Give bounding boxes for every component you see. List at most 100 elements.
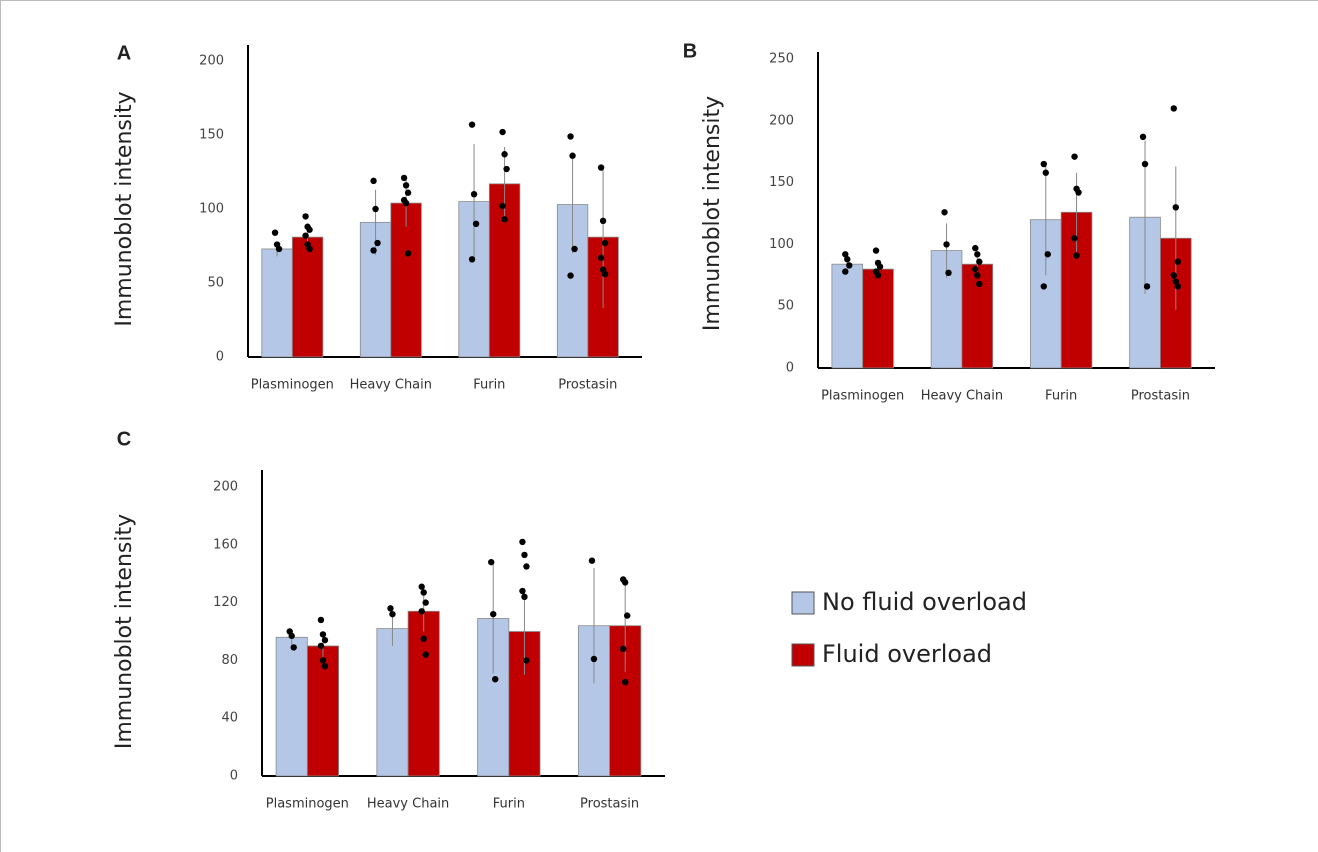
data-point	[501, 151, 508, 158]
data-point	[519, 587, 526, 595]
x-tick-label: Plasminogen	[821, 389, 904, 404]
data-point	[302, 213, 309, 220]
data-point	[319, 631, 327, 638]
data-point	[499, 128, 506, 136]
y-axis-label: Immunoblot intensity	[700, 96, 725, 331]
data-point	[404, 250, 412, 257]
data-point	[974, 272, 981, 279]
y-tick-label: 160	[213, 537, 238, 552]
x-tick-label: Furin	[473, 378, 505, 393]
bar	[261, 248, 293, 358]
data-point	[620, 645, 627, 653]
bar	[390, 202, 422, 358]
data-point	[976, 280, 983, 288]
data-point	[597, 254, 605, 262]
data-point	[588, 557, 596, 564]
bar	[961, 263, 994, 369]
data-point	[1172, 278, 1179, 285]
data-point	[523, 563, 530, 570]
data-point	[422, 599, 429, 606]
data-point	[842, 268, 849, 275]
data-point	[422, 651, 429, 658]
data-point	[1073, 252, 1080, 259]
data-point	[387, 605, 394, 612]
data-point	[1170, 105, 1177, 112]
data-point	[846, 262, 853, 269]
data-point	[521, 593, 528, 601]
y-tick-label: 0	[786, 361, 794, 376]
legend-label: Fluid overload	[822, 640, 992, 668]
data-point	[976, 258, 983, 265]
data-point	[567, 272, 574, 279]
data-point	[288, 632, 295, 640]
data-point	[418, 608, 425, 615]
data-point	[501, 216, 508, 223]
panel-label: A	[117, 42, 131, 64]
data-point	[319, 657, 327, 664]
data-point	[972, 265, 979, 273]
data-point	[372, 205, 379, 213]
y-tick-label: 200	[769, 113, 794, 128]
data-point	[321, 636, 329, 644]
data-point	[622, 579, 629, 586]
data-point	[402, 182, 410, 189]
data-point	[374, 239, 381, 247]
x-tick-label: Plasminogen	[266, 797, 349, 812]
data-point	[624, 612, 631, 619]
data-point	[972, 244, 979, 252]
y-tick-label: 100	[769, 237, 794, 252]
data-point	[1172, 204, 1179, 211]
data-point	[1044, 251, 1051, 258]
data-point	[523, 657, 530, 664]
data-point	[874, 272, 882, 279]
x-tick-label: Heavy Chain	[921, 389, 1003, 404]
legend-swatch	[791, 591, 815, 615]
data-point	[370, 247, 377, 254]
data-point	[943, 241, 950, 248]
data-point	[1174, 283, 1181, 290]
data-point	[402, 199, 410, 207]
data-point	[302, 232, 309, 239]
data-point	[519, 538, 526, 546]
data-point	[590, 655, 598, 663]
data-point	[400, 174, 408, 182]
y-tick-label: 0	[230, 769, 238, 784]
data-point	[468, 256, 476, 263]
bar	[275, 636, 308, 777]
y-tick-label: 200	[213, 480, 238, 495]
x-tick-label: Furin	[1045, 389, 1077, 404]
data-point	[306, 226, 313, 233]
x-tick-label: Heavy Chain	[350, 378, 432, 393]
y-tick-label: 120	[213, 595, 238, 610]
bar	[831, 263, 864, 369]
data-point	[1139, 133, 1147, 141]
y-tick-label: 150	[199, 128, 224, 143]
bar	[291, 236, 324, 358]
y-tick-label: 40	[221, 711, 238, 726]
legend-swatch	[791, 643, 815, 667]
data-point	[872, 247, 880, 254]
y-tick-label: 250	[769, 52, 794, 67]
data-point	[844, 256, 851, 263]
data-point	[317, 616, 325, 624]
data-point	[389, 610, 396, 618]
data-point	[306, 245, 313, 253]
x-tick-label: Prostasin	[558, 378, 617, 393]
x-tick-label: Heavy Chain	[367, 797, 449, 812]
data-point	[490, 610, 497, 618]
y-tick-label: 50	[207, 276, 224, 291]
x-tick-label: Prostasin	[1131, 389, 1190, 404]
data-point	[420, 635, 427, 642]
y-tick-label: 0	[216, 350, 224, 365]
y-tick-label: 150	[769, 175, 794, 190]
data-point	[1071, 235, 1078, 242]
data-point	[601, 270, 609, 278]
data-point	[418, 583, 425, 590]
bar	[376, 628, 409, 777]
data-point	[420, 589, 427, 596]
data-point	[622, 678, 629, 686]
data-point	[503, 165, 510, 173]
data-point	[271, 229, 279, 236]
